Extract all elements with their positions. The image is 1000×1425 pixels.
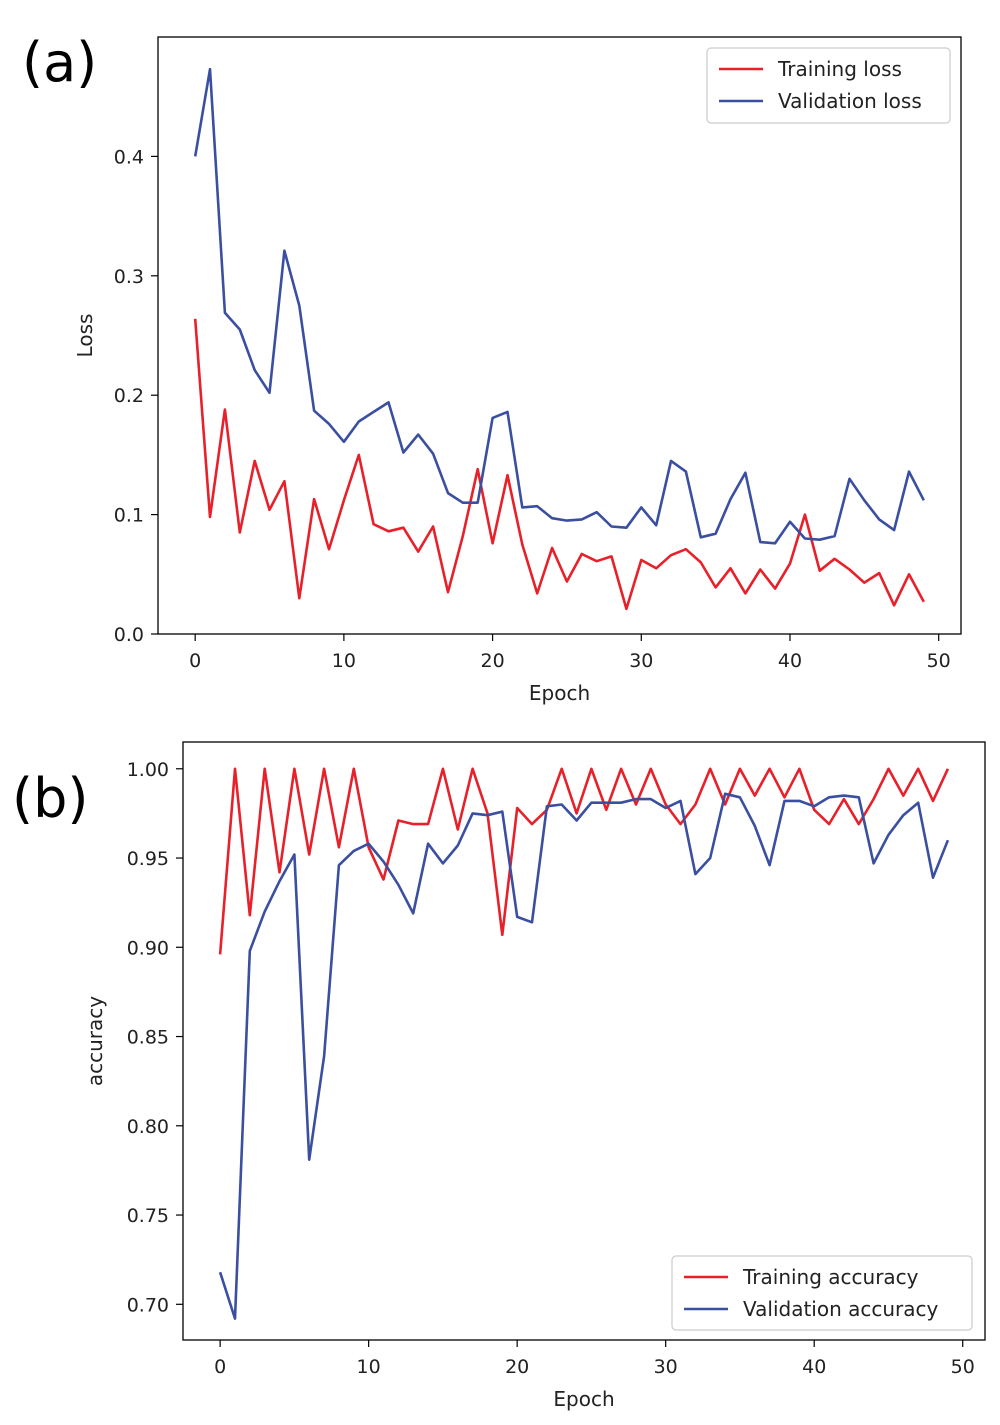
series-line-training	[218, 767, 950, 955]
legend: Training loss Validation loss	[706, 47, 951, 124]
y-tick-label: 0.85	[127, 1027, 169, 1049]
plot-frame	[182, 741, 986, 1341]
chart-loss: 0 10 20 30 40 50 0.0 0.1 0.2 0.3 0.4 Epoch Loss Train…	[73, 36, 962, 705]
legend-label: Training accuracy	[742, 1265, 919, 1289]
x-tick-label: 20	[480, 650, 504, 672]
y-tick-label: 0.4	[114, 146, 144, 168]
legend-box	[671, 1255, 973, 1331]
y-tick-label: 0.1	[114, 505, 144, 527]
x-tick-label: 20	[505, 1356, 529, 1378]
x-axis-title: Epoch	[529, 681, 590, 705]
x-axis-title: Epoch	[553, 1387, 614, 1411]
plot-frame	[157, 36, 962, 635]
x-tick-label: 40	[778, 650, 802, 672]
y-tick-label: 1.00	[127, 759, 169, 781]
x-tick-label: 30	[629, 650, 653, 672]
x-tick-label: 50	[951, 1356, 975, 1378]
y-tick-label: 0.3	[114, 266, 144, 288]
legend: Training accuracy Validation accuracy	[671, 1255, 973, 1331]
x-tick-label: 0	[214, 1356, 226, 1378]
y-tick-label: 0.0	[114, 624, 144, 646]
y-tick-label: 0.75	[127, 1205, 169, 1227]
series-line-validation	[218, 792, 950, 1320]
y-tick-label: 0.95	[127, 848, 169, 870]
x-tick-label: 30	[654, 1356, 678, 1378]
legend-label: Training loss	[777, 57, 902, 81]
legend-label: Validation accuracy	[743, 1297, 939, 1321]
series-line-training	[193, 318, 925, 611]
panel-label-b: (b)	[12, 767, 89, 830]
y-tick-label: 0.90	[127, 937, 169, 959]
y-tick-label: 0.80	[127, 1116, 169, 1138]
x-tick-label: 0	[189, 650, 201, 672]
chart-accuracy: 0 10 20 30 40 50 0.70 0.75 0.80 0.85 0.90 0.95 1.00 E…	[83, 741, 986, 1411]
x-tick-label: 40	[802, 1356, 826, 1378]
y-axis-title: Loss	[73, 314, 97, 358]
x-tick-label: 50	[927, 650, 951, 672]
series-line-validation	[193, 67, 925, 545]
legend-label: Validation loss	[778, 89, 922, 113]
y-axis-title: accuracy	[83, 996, 107, 1086]
panel-label-a: (a)	[22, 31, 98, 94]
y-tick-label: 0.2	[114, 385, 144, 407]
x-tick-label: 10	[357, 1356, 381, 1378]
x-tick-label: 10	[332, 650, 356, 672]
legend-box	[706, 47, 951, 124]
y-tick-label: 0.70	[127, 1294, 169, 1316]
